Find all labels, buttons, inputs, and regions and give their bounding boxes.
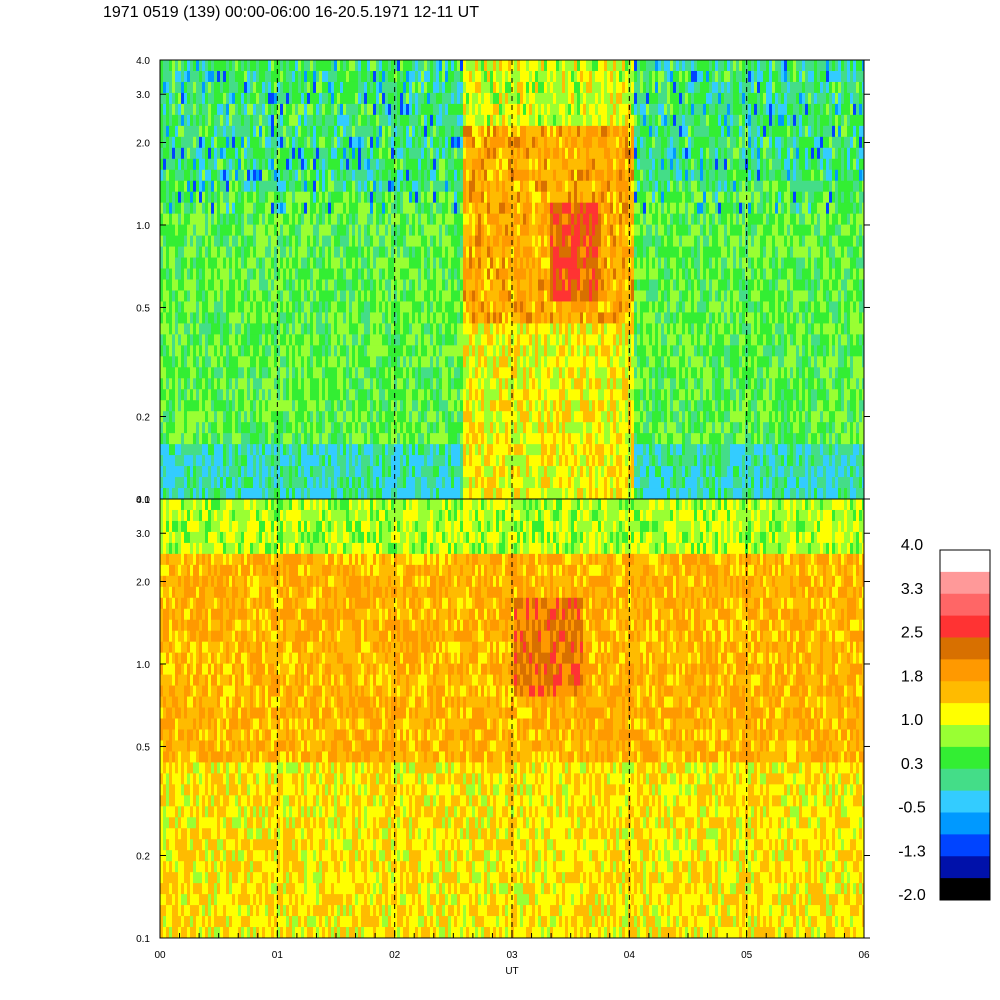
y-tick-label: 0.1: [136, 934, 150, 945]
colorbar-label: -2.0: [898, 887, 926, 904]
x-tick-label: 04: [624, 950, 636, 961]
y-tick-label: 0.5: [136, 303, 150, 314]
colorbar-swatch: [940, 834, 990, 857]
colorbar-label: 4.0: [901, 537, 923, 554]
x-tick-label: 06: [858, 950, 870, 961]
colorbar-swatch: [940, 812, 990, 835]
colorbar-label: 3.3: [901, 581, 923, 598]
x-tick-label: 02: [389, 950, 401, 961]
x-tick-label: 00: [154, 950, 166, 961]
colorbar-swatch: [940, 768, 990, 792]
y-tick-label: 0.2: [136, 852, 150, 863]
colorbar-swatch: [940, 659, 990, 682]
colorbar-label: 2.5: [901, 625, 923, 642]
colorbar-label: 0.3: [901, 756, 923, 773]
y-tick-label: 1.0: [136, 660, 150, 671]
colorbar-label: 1.0: [901, 712, 923, 729]
colorbar-swatch: [940, 703, 990, 726]
colorbar-swatch: [940, 725, 990, 748]
colorbar-swatch: [940, 681, 990, 704]
x-axis-label: UT: [505, 966, 518, 977]
colorbar-swatch: [940, 637, 990, 660]
colorbar-swatch: [940, 878, 990, 901]
colorbar-swatch: [940, 746, 990, 770]
y-tick-label: 1.0: [136, 221, 150, 232]
colorbar-swatch: [940, 550, 990, 573]
y-tick-label: 4.0: [136, 56, 150, 67]
y-tick-label: 0.2: [136, 413, 150, 424]
colorbar-swatch: [940, 856, 990, 879]
y-tick-label: 3.0: [136, 90, 150, 101]
y-tick-label: 4.0: [136, 495, 150, 506]
y-tick-label: 2.0: [136, 138, 150, 149]
colorbar-swatch: [940, 571, 990, 595]
y-tick-label: 0.5: [136, 742, 150, 753]
x-tick-label: 03: [506, 950, 518, 961]
colorbar-swatch: [940, 615, 990, 638]
colorbar-swatch: [940, 790, 990, 813]
y-tick-label: 2.0: [136, 577, 150, 588]
x-tick-label: 05: [741, 950, 753, 961]
y-tick-label: 3.0: [136, 529, 150, 540]
colorbar-label: -0.5: [898, 800, 926, 817]
y-tick-label: 0.1: [136, 495, 150, 506]
colorbar-frame: [939, 549, 991, 901]
x-tick-label: 01: [272, 950, 284, 961]
colorbar-label: 1.8: [901, 668, 923, 685]
colorbar-swatch: [940, 593, 990, 617]
colorbar-label: -1.3: [898, 843, 926, 860]
chart-title: 1971 0519 (139) 00:00-06:00 16-20.5.1971…: [103, 4, 479, 21]
